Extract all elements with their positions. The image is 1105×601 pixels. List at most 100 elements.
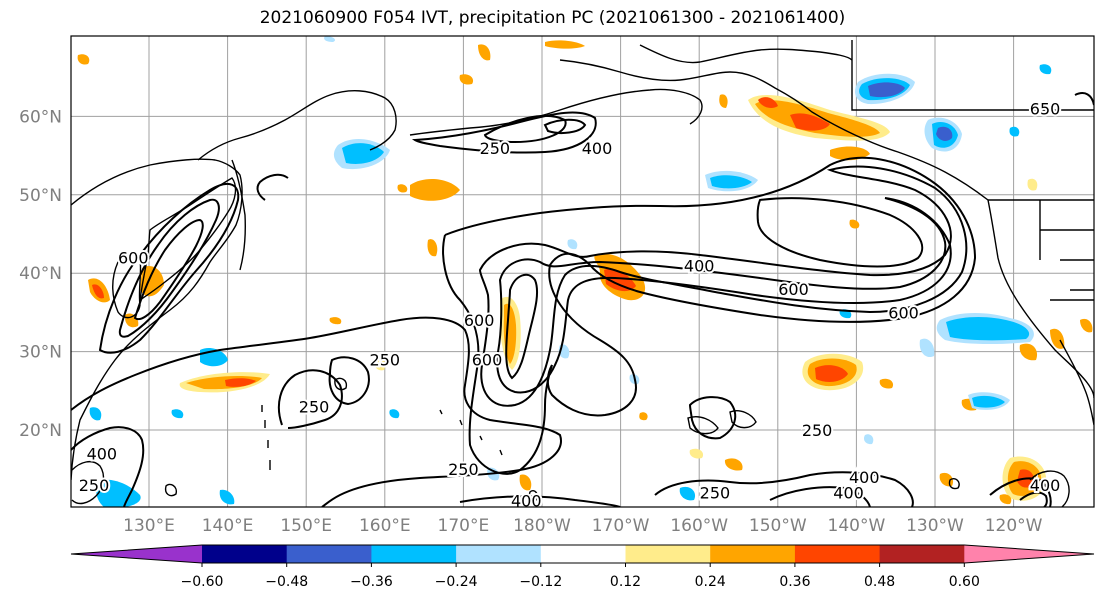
lon-tick-label: 170°E bbox=[438, 516, 490, 536]
contour-label: 250 bbox=[299, 397, 330, 416]
lat-tick-label: 60°N bbox=[19, 107, 62, 127]
colorbar-tick-label: −0.12 bbox=[519, 574, 562, 590]
contour-label: 400 bbox=[511, 492, 542, 511]
ivt-contour bbox=[1019, 491, 1048, 507]
contour-label: 250 bbox=[79, 476, 110, 495]
contour-label: 400 bbox=[1030, 476, 1061, 495]
precip-negative-patch bbox=[924, 117, 962, 152]
colorbar-tick-label: −0.24 bbox=[435, 574, 478, 590]
colorbar-tick-label: 0.60 bbox=[949, 574, 980, 590]
ivt-contour bbox=[654, 471, 914, 507]
lon-tick-label: 150°W bbox=[749, 516, 807, 536]
contour-label: 400 bbox=[833, 484, 864, 503]
ivt-contour bbox=[756, 197, 924, 268]
precip-positive-patch bbox=[748, 94, 890, 141]
ivt-contour bbox=[505, 273, 539, 380]
contour-label: 600 bbox=[778, 280, 809, 299]
map-background bbox=[71, 36, 1094, 507]
lon-tick-label: 150°E bbox=[280, 516, 332, 536]
contour-label: 250 bbox=[448, 460, 479, 479]
contour-label-halo: 250 bbox=[480, 139, 511, 158]
ivt-contour bbox=[98, 182, 240, 354]
lon-tick-label: 160°W bbox=[670, 516, 728, 536]
contour-label-halo: 600 bbox=[118, 249, 149, 268]
lat-tick-label: 20°N bbox=[19, 421, 62, 441]
ivt-contour bbox=[769, 486, 871, 507]
precip-positive-patch bbox=[179, 372, 270, 393]
colorbar-extension-high bbox=[964, 545, 1094, 563]
contour-label-halo: 650 bbox=[1030, 100, 1061, 119]
ivt-contour bbox=[118, 198, 220, 338]
lon-tick-label: 120°W bbox=[985, 516, 1043, 536]
contour-label-halo: 250 bbox=[370, 350, 401, 369]
map-title: 2021060900 F054 IVT, precipitation PC (2… bbox=[259, 8, 846, 28]
ivt-contour bbox=[442, 234, 553, 475]
lon-tick-label: 130°W bbox=[906, 516, 964, 536]
lon-tick-label: 140°W bbox=[828, 516, 886, 536]
ivt-contour bbox=[444, 156, 977, 417]
colorbar-tick-label: 0.36 bbox=[779, 574, 810, 590]
ivt-contour bbox=[71, 426, 145, 507]
contour-label-halo: 600 bbox=[778, 280, 809, 299]
lat-tick-label: 50°N bbox=[19, 186, 62, 206]
lon-tick-label: 130°E bbox=[123, 516, 175, 536]
ivt-contour bbox=[328, 356, 370, 406]
contour-label: 600 bbox=[888, 303, 919, 322]
contour-label-halo: 400 bbox=[1030, 476, 1061, 495]
contour-label-halo: 250 bbox=[802, 421, 833, 440]
contour-label-halo: 600 bbox=[472, 350, 503, 369]
latitude-tick-labels: 60°N 50°N 40°N 30°N 20°N bbox=[19, 107, 62, 441]
contour-label: 600 bbox=[118, 249, 149, 268]
colorbar: −0.60 −0.48 −0.36 −0.24 −0.12 0.12 0.24 0.36 0.4… bbox=[70, 544, 1095, 590]
ivt-contour bbox=[256, 173, 289, 201]
contour-label-halo: 400 bbox=[684, 256, 715, 275]
colorbar-tick-label: −0.48 bbox=[265, 574, 308, 590]
colorbar-swatch bbox=[710, 545, 796, 563]
lon-tick-label: 180°W bbox=[513, 516, 571, 536]
contour-label: 400 bbox=[582, 139, 613, 158]
contour-label-halo: 250 bbox=[299, 397, 330, 416]
longitude-tick-labels: 130°E 140°E 150°E 160°E 170°E 180°W 170°W 160°W… bbox=[123, 516, 1043, 536]
precip-positive-patch bbox=[802, 353, 864, 391]
ivt-contour bbox=[459, 495, 621, 507]
lat-tick-label: 30°N bbox=[19, 343, 62, 363]
lon-tick-label: 140°E bbox=[202, 516, 254, 536]
lon-tick-label: 170°W bbox=[592, 516, 650, 536]
precip-positive-patch bbox=[594, 253, 646, 301]
ivt-contour bbox=[277, 369, 343, 429]
contour-label: 400 bbox=[684, 256, 715, 275]
colorbar-swatch bbox=[371, 545, 457, 563]
colorbar-swatch bbox=[540, 545, 626, 563]
contour-label: 600 bbox=[472, 350, 503, 369]
colorbar-swatch bbox=[625, 545, 711, 563]
ivt-contour bbox=[688, 396, 737, 440]
colorbar-swatch bbox=[456, 545, 542, 563]
contour-label: 650 bbox=[1030, 100, 1061, 119]
contour-label-halo: 600 bbox=[464, 311, 495, 330]
colorbar-swatch bbox=[794, 545, 881, 563]
contour-label-halo: 400 bbox=[582, 139, 613, 158]
contour-label-halo: 250 bbox=[79, 476, 110, 495]
lon-tick-label: 160°E bbox=[359, 516, 411, 536]
colorbar-tick-label: 0.24 bbox=[695, 574, 726, 590]
ivt-contour bbox=[989, 477, 1052, 507]
ivt-contour bbox=[496, 197, 952, 394]
lat-tick-label: 40°N bbox=[19, 264, 62, 284]
colorbar-tick-label: 0.12 bbox=[610, 574, 641, 590]
contour-label: 400 bbox=[87, 445, 118, 464]
ivt-contours bbox=[71, 92, 1094, 507]
colorbar-tick-label: −0.36 bbox=[350, 574, 393, 590]
contour-label-halo: 400 bbox=[511, 492, 542, 511]
precip-negative-patch bbox=[855, 73, 915, 105]
map-frame bbox=[70, 35, 1095, 508]
ivt-contour bbox=[478, 165, 968, 407]
contour-label: 400 bbox=[849, 468, 880, 487]
colorbar-swatch bbox=[202, 545, 288, 563]
colorbar-tick-label: −0.60 bbox=[181, 574, 224, 590]
contour-label-halo: 400 bbox=[833, 484, 864, 503]
contour-label: 250 bbox=[802, 421, 833, 440]
colorbar-tick-label: 0.48 bbox=[864, 574, 895, 590]
